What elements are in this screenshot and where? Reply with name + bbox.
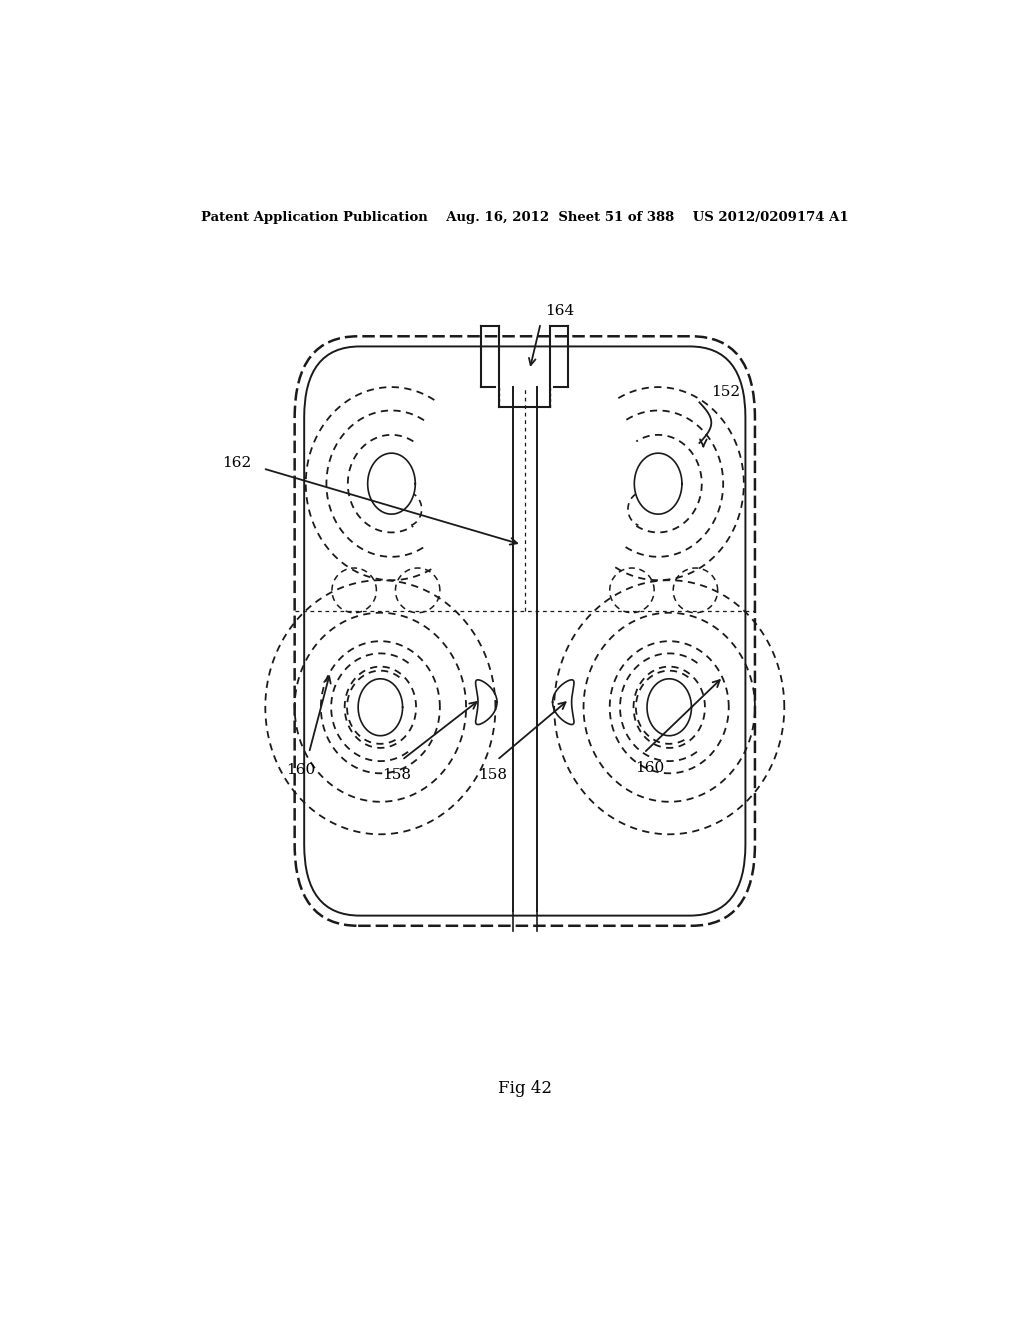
Text: 158: 158 <box>382 768 411 783</box>
Text: 164: 164 <box>545 304 573 318</box>
Text: 152: 152 <box>712 385 740 399</box>
Text: Fig 42: Fig 42 <box>498 1080 552 1097</box>
Text: 162: 162 <box>222 457 251 470</box>
Text: 158: 158 <box>478 768 508 783</box>
Text: Patent Application Publication    Aug. 16, 2012  Sheet 51 of 388    US 2012/0209: Patent Application Publication Aug. 16, … <box>201 211 849 224</box>
Text: 160: 160 <box>287 763 315 777</box>
Text: 160: 160 <box>636 762 665 775</box>
